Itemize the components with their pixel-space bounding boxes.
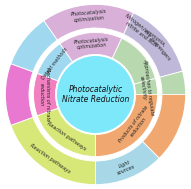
Wedge shape xyxy=(37,44,73,81)
Wedge shape xyxy=(10,117,96,185)
Wedge shape xyxy=(134,78,158,94)
Circle shape xyxy=(58,57,133,132)
Wedge shape xyxy=(160,71,186,94)
Wedge shape xyxy=(44,4,134,40)
Wedge shape xyxy=(96,33,155,84)
Wedge shape xyxy=(60,33,122,62)
Text: Photocatalysis
optimization: Photocatalysis optimization xyxy=(70,9,107,23)
Wedge shape xyxy=(37,44,73,81)
Wedge shape xyxy=(33,73,58,116)
Wedge shape xyxy=(96,78,158,156)
Wedge shape xyxy=(96,142,160,185)
Text: Products of nitrate
reduction: Products of nitrate reduction xyxy=(118,104,154,147)
Text: Light
sources: Light sources xyxy=(115,158,137,176)
Wedge shape xyxy=(112,38,155,84)
Text: Reaction pathways: Reaction pathways xyxy=(46,121,87,152)
Circle shape xyxy=(57,56,134,133)
Text: Detect methods: Detect methods xyxy=(41,46,69,81)
Wedge shape xyxy=(142,71,186,159)
Wedge shape xyxy=(5,64,33,125)
Wedge shape xyxy=(134,78,158,94)
Text: Approaches to regulate
selectivity: Approaches to regulate selectivity xyxy=(137,59,155,117)
Wedge shape xyxy=(60,33,122,62)
Wedge shape xyxy=(10,20,57,72)
Wedge shape xyxy=(96,78,158,156)
Text: Reaction pathways: Reaction pathways xyxy=(29,143,71,175)
Text: hole scavengers: hole scavengers xyxy=(141,27,171,61)
Wedge shape xyxy=(37,108,96,156)
Text: Photocatalytic
Nitrate Reduction: Photocatalytic Nitrate Reduction xyxy=(62,85,129,104)
Wedge shape xyxy=(96,4,183,77)
Wedge shape xyxy=(112,38,155,84)
Circle shape xyxy=(31,30,160,159)
Text: Photocatalysis
optimization: Photocatalysis optimization xyxy=(73,37,109,51)
Text: Mechanisms of nitrate
reduction: Mechanisms of nitrate reduction xyxy=(39,67,50,122)
Text: Nitrogen, ammonia,
nitrite and NOX: Nitrogen, ammonia, nitrite and NOX xyxy=(120,13,166,52)
Wedge shape xyxy=(96,33,155,84)
Wedge shape xyxy=(37,108,96,156)
Wedge shape xyxy=(124,12,183,77)
Wedge shape xyxy=(33,73,58,116)
